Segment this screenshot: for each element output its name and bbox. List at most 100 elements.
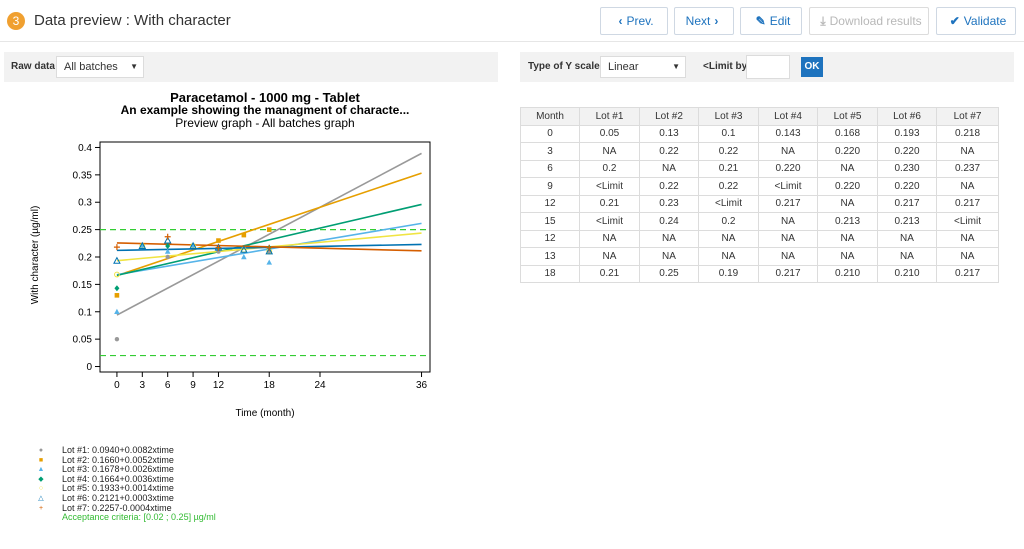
prev-button[interactable]: ‹ Prev. [600,7,668,35]
x-tick-label: 18 [264,380,276,391]
ok-button[interactable]: OK [801,57,823,77]
data-point [114,308,120,314]
data-point [165,254,170,260]
legend-marker-icon: + [38,504,44,512]
data-point [189,241,197,249]
table-cell: 0.193 [877,124,937,143]
check-icon: ✔ [949,14,960,28]
table-cell: NA [639,159,699,178]
caret-down-icon: ▼ [672,62,680,71]
table-cell: <Limit [579,177,640,196]
y-tick-label: 0.4 [78,143,92,154]
table-cell: 3 [520,142,580,161]
data-point [265,247,274,255]
step-badge: 3 [7,12,25,30]
raw-data-toolbar: Raw data All batches ▼ [4,52,498,82]
y-tick-label: 0.1 [78,307,92,318]
table-cell: 13 [520,247,580,266]
data-point [114,271,120,278]
page-header: 3 Data preview : With character ‹ Prev. N… [0,0,1024,42]
x-tick-label: 6 [165,380,171,391]
table-cell: 18 [520,264,580,283]
table-cell: 0.25 [639,264,699,283]
y-scale-label: Type of Y scale [528,61,600,72]
legend-label: Lot #6: 0.2121+0.0003xtime [62,492,174,503]
table-header-cell: Lot #4 [758,107,818,126]
validate-button-label: Validate [963,14,1007,28]
table-row: 18 0.21 0.25 0.19 0.217 0.210 0.210 0.217 [520,264,999,283]
x-tick-label: 36 [416,380,428,391]
table-cell: 0.22 [698,177,759,196]
legend-label: Lot #2: 0.1660+0.0052xtime [62,454,174,465]
limit-by-input[interactable] [746,55,790,79]
edit-icon: ✎ [755,14,766,28]
download-button-label: Download results [829,14,922,28]
y-scale-toolbar: Type of Y scale Linear ▼ <Limit by OK [520,52,1014,82]
table-cell: 0.220 [817,142,878,161]
y-tick-label: 0 [86,362,92,373]
table-header-cell: Month [520,107,580,126]
table-cell: 0.143 [758,124,818,143]
table-header-cell: Lot #6 [877,107,937,126]
data-point [216,238,221,243]
data-point [164,233,171,240]
legend-label: Lot #1: 0.0940+0.0082xtime [62,445,174,455]
page-title: Data preview : With character [34,12,231,29]
table-cell: 0.213 [817,212,878,231]
y-scale-select[interactable]: Linear ▼ [600,56,686,78]
y-tick-label: 0.35 [73,170,93,181]
table-cell: NA [817,159,878,178]
download-results-button[interactable]: ⤓ Download results [809,7,929,35]
table-cell: 0.217 [936,194,999,213]
table-cell: 0.217 [758,264,818,283]
next-button[interactable]: Next › [674,7,734,35]
table-cell: 0.21 [698,159,759,178]
legend-marker-icon: ▲ [37,466,45,474]
y-tick-label: 0.25 [73,225,93,236]
data-point [114,285,120,292]
table-cell: NA [639,229,699,248]
table-cell: 0.2 [579,159,640,178]
download-icon: ⤓ [820,14,826,28]
edit-button[interactable]: ✎ Edit [740,7,802,35]
table-row: 9 <Limit 0.22 0.22 <Limit 0.220 0.220 NA [520,177,999,196]
table-cell: NA [579,229,640,248]
table-cell: NA [877,229,937,248]
chart-subtitle2: Preview graph - All batches graph [175,116,354,130]
plot-area: 00.050.10.150.20.250.30.350.40 3 6 9 12 18 24 3… [73,141,431,391]
legend-label: Lot #3: 0.1678+0.0026xtime [62,464,174,475]
table-cell: 0.218 [936,124,999,143]
table-cell: 0.237 [936,159,999,178]
legend-marker-icon: ○ [38,485,44,493]
table-cell: 12 [520,229,580,248]
x-tick-label: 0 [114,380,120,391]
batches-select[interactable]: All batches ▼ [56,56,144,78]
data-point [241,254,247,260]
table-cell: NA [936,177,999,196]
table-cell: NA [936,247,999,266]
table-cell: 0.220 [877,177,937,196]
table-header-cell: Lot #1 [579,107,640,126]
data-point [241,232,247,238]
validate-button[interactable]: ✔ Validate [936,7,1016,35]
table-cell: <Limit [758,177,818,196]
table-row: 0 0.05 0.13 0.1 0.143 0.168 0.193 0.218 [520,124,999,143]
chart-title: Paracetamol - 1000 mg - Tablet [170,90,360,105]
table-cell: 0.213 [877,212,937,231]
y-scale-select-value: Linear [608,61,639,73]
legend-marker-icon: ◆ [38,475,44,483]
table-cell: 0.210 [817,264,878,283]
table-cell: 0.22 [639,177,699,196]
table-cell: 0.220 [758,159,818,178]
table-cell: 15 [520,212,580,231]
x-tick-label: 9 [190,380,196,391]
legend-marker-icon: △ [38,494,44,502]
legend-label: Lot #4: 0.1664+0.0036xtime [62,473,174,484]
y-tick-label: 0.3 [78,198,92,209]
x-tick-label: 24 [314,380,326,391]
table-header-cell: Lot #5 [817,107,878,126]
table-cell: 0.220 [877,142,937,161]
table-cell: 6 [520,159,580,178]
y-tick-label: 0.15 [73,280,93,291]
data-point [114,336,120,342]
